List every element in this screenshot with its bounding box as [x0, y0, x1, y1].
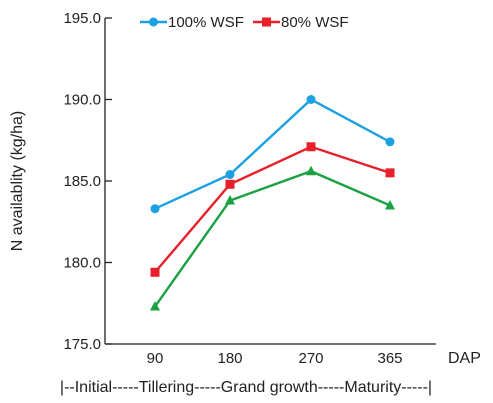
data-point	[150, 267, 160, 277]
y-ticks: 175.0 180.0 185.0 190.0 195.0	[63, 10, 112, 353]
legend: 100% WSF 80% WSF	[140, 14, 349, 31]
data-point	[262, 17, 271, 27]
y-tick-label: 195.0	[63, 10, 101, 27]
data-point	[149, 17, 158, 27]
series-0	[150, 95, 395, 214]
data-point	[150, 301, 160, 311]
legend-label: 100% WSF	[168, 14, 244, 31]
legend-item: 80% WSF	[253, 14, 349, 31]
series-2	[150, 165, 395, 311]
legend-label: 80% WSF	[281, 14, 349, 31]
y-tick-label: 180.0	[63, 255, 101, 272]
x-tick-label: 180	[217, 350, 242, 367]
x-axis-title: DAP	[448, 350, 481, 367]
data-point	[306, 142, 316, 152]
x-tick-label: 90	[147, 350, 164, 367]
x-tick-label: 270	[298, 350, 323, 367]
data-point	[225, 195, 235, 205]
axes	[104, 18, 436, 345]
data-point	[385, 199, 395, 210]
series-line	[154, 145, 391, 274]
series-1	[150, 142, 395, 277]
data-point	[225, 179, 235, 189]
data-point	[385, 168, 395, 178]
y-axis-title: N availablity (kg/ha)	[9, 111, 26, 252]
series-line	[154, 169, 391, 308]
y-tick-label: 175.0	[63, 336, 101, 353]
legend-item: 100% WSF	[140, 14, 244, 31]
x-ticks: 90 180 270 365	[147, 350, 403, 367]
x-tick-label: 365	[377, 350, 402, 367]
growth-stage-label: |--Initial-----Tillering-----Grand growt…	[60, 379, 432, 396]
series-group	[150, 95, 395, 311]
data-point	[150, 204, 160, 214]
data-point	[385, 137, 395, 147]
data-point	[225, 169, 235, 179]
series-line	[154, 98, 391, 210]
y-tick-label: 190.0	[63, 92, 101, 109]
data-point	[306, 95, 316, 104]
data-point	[306, 165, 316, 176]
y-tick-label: 185.0	[63, 173, 101, 190]
